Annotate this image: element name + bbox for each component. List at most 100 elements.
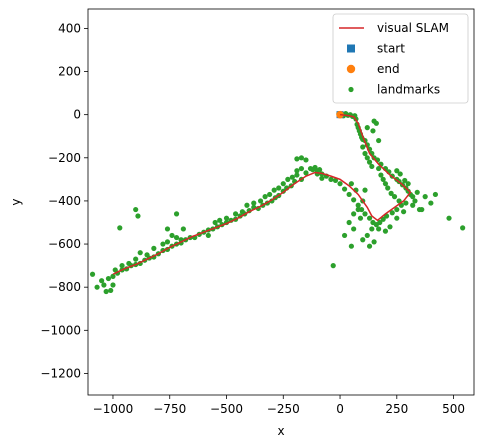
x-tick-label: −250 — [267, 402, 300, 416]
landmark-point — [285, 176, 291, 182]
landmark-point — [294, 168, 300, 174]
landmark-point — [348, 181, 354, 187]
landmark-point — [376, 137, 382, 144]
landmark-point — [267, 191, 273, 198]
y-tick-label: 0 — [73, 108, 81, 122]
landmark-point — [298, 155, 305, 161]
landmark-point — [364, 155, 370, 161]
landmark-point — [371, 239, 377, 245]
landmark-point — [328, 176, 334, 182]
landmark-point — [169, 232, 175, 239]
landmark-point — [376, 226, 382, 232]
landmark-point — [294, 156, 300, 162]
landmark-point — [394, 206, 400, 213]
landmark-point — [446, 215, 452, 221]
legend-dot-swatch — [348, 86, 354, 93]
landmark-point — [394, 215, 400, 221]
landmark-point — [382, 228, 389, 234]
landmark-point — [380, 216, 386, 222]
x-tick-label: −750 — [153, 402, 186, 416]
landmark-point — [110, 273, 116, 279]
landmark-point — [135, 213, 141, 219]
landmark-point — [105, 275, 112, 282]
landmark-point — [366, 243, 373, 249]
landmark-point — [370, 219, 376, 226]
landmark-point — [294, 172, 300, 178]
landmark-point — [276, 185, 282, 191]
landmark-point — [362, 211, 368, 217]
landmark-point — [355, 202, 361, 208]
y-tick-label: 400 — [58, 21, 81, 35]
landmark-point — [262, 194, 268, 200]
landmark-point — [351, 226, 357, 232]
landmark-point — [380, 176, 386, 182]
legend-circle-swatch — [346, 64, 356, 74]
visual-slam-line — [112, 113, 412, 275]
x-tick-label: −1000 — [93, 402, 134, 416]
landmark-point — [401, 209, 407, 215]
landmark-point — [414, 189, 420, 195]
landmark-point — [164, 239, 171, 245]
landmark-point — [346, 191, 352, 198]
landmark-point — [337, 181, 343, 187]
landmark-point — [280, 181, 286, 187]
landmark-point — [394, 168, 400, 174]
landmark-point — [232, 211, 239, 217]
landmark-point — [396, 198, 402, 204]
landmark-point — [355, 206, 361, 213]
y-tick-label: 200 — [58, 65, 81, 79]
landmark-point — [223, 215, 230, 221]
landmark-point — [351, 211, 357, 217]
x-tick-label: 0 — [336, 402, 344, 416]
landmark-point — [346, 219, 352, 226]
landmark-point — [271, 187, 277, 193]
landmark-point — [412, 198, 418, 204]
y-axis-label: y — [9, 198, 23, 205]
legend-label: start — [377, 42, 405, 56]
landmark-point — [101, 282, 107, 288]
landmark-point — [108, 287, 114, 294]
landmark-point — [378, 172, 384, 178]
landmark-point — [133, 256, 139, 262]
landmark-point — [110, 282, 116, 288]
landmark-point — [341, 232, 348, 239]
landmark-point — [432, 191, 438, 198]
landmark-point — [388, 190, 394, 196]
landmark-point — [397, 171, 403, 177]
landmark-point — [180, 226, 186, 232]
landmark-point — [405, 181, 411, 187]
legend-square-swatch — [347, 44, 355, 53]
landmark-point — [160, 241, 166, 247]
landmark-point — [389, 210, 395, 216]
landmark-point — [370, 128, 376, 134]
landmark-point — [303, 157, 309, 163]
landmark-point — [357, 215, 364, 221]
landmark-point — [112, 267, 118, 273]
landmark-point — [366, 159, 373, 165]
landmark-point — [244, 202, 250, 208]
landmark-point — [251, 200, 257, 206]
landmark-point — [303, 170, 309, 176]
landmark-point — [366, 215, 373, 221]
landmark-point — [373, 120, 379, 126]
landmark-point — [460, 225, 466, 231]
landmark-point — [144, 252, 150, 258]
landmark-point — [319, 175, 325, 181]
landmark-point — [205, 232, 211, 239]
landmark-point — [133, 206, 139, 213]
landmark-point — [385, 185, 391, 191]
landmark-point — [364, 125, 370, 131]
landmark-point — [103, 288, 109, 295]
y-axis-ticks: 400 200 0 −200 −400 −600 −800 −1000 −1200 — [40, 21, 88, 380]
landmark-point — [348, 243, 354, 249]
landmark-point — [360, 144, 366, 150]
landmark-point — [387, 224, 393, 230]
landmark-point — [164, 226, 171, 232]
landmark-point — [422, 194, 428, 200]
x-axis-label: x — [277, 424, 284, 438]
y-tick-label: −1000 — [40, 323, 81, 337]
legend-label: end — [377, 62, 400, 76]
landmark-point — [419, 206, 425, 213]
landmark-point — [330, 263, 336, 269]
landmark-point — [173, 234, 180, 241]
